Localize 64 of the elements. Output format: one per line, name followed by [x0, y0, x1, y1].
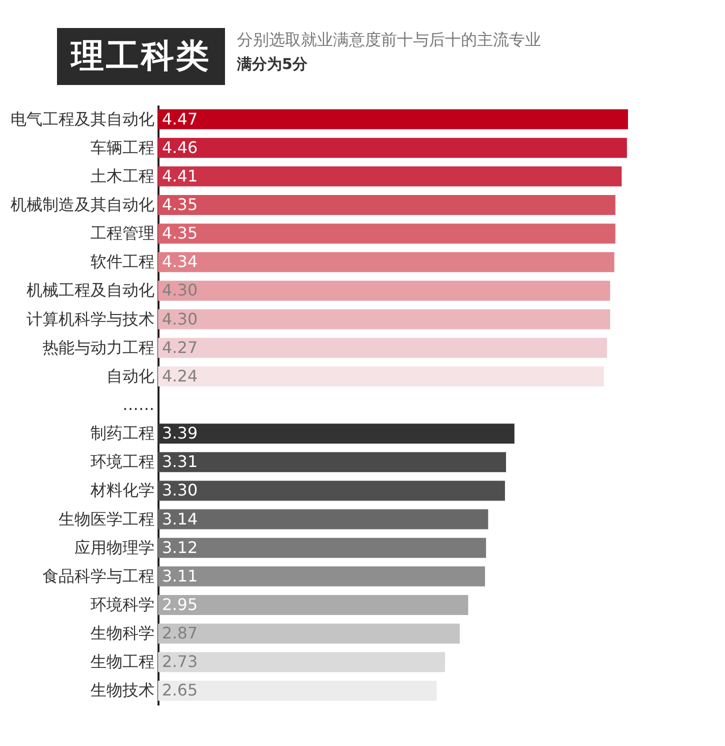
y-tick-label: 车辆工程: [90, 138, 154, 157]
data-label: 4.24: [162, 366, 198, 386]
data-label: 2.65: [162, 680, 198, 700]
data-label: 3.11: [162, 566, 198, 586]
bar: [158, 138, 627, 158]
y-tick-label: 工程管理: [90, 224, 154, 243]
y-tick-label: 生物工程: [90, 652, 154, 672]
data-label: 3.12: [162, 538, 198, 557]
y-tick-label: 环境工程: [90, 452, 154, 472]
y-tick-label: 电气工程及其自动化: [10, 109, 154, 128]
bar: [158, 538, 486, 558]
data-label: 4.35: [162, 224, 198, 243]
y-tick-label: 材料化学: [90, 480, 154, 500]
chart-subtitle: 分别选取就业满意度前十与后十的主流专业: [237, 29, 541, 51]
data-label: 4.47: [162, 109, 198, 128]
y-tick-label: 机械工程及自动化: [26, 280, 154, 300]
bar: [158, 480, 505, 501]
data-label: 3.31: [162, 452, 198, 472]
bar: [158, 509, 488, 530]
y-tick-label: 生物科学: [90, 624, 154, 643]
bar: [158, 109, 628, 130]
bar: [158, 224, 616, 244]
y-tick-label: 生物医学工程: [58, 509, 154, 528]
data-label: 4.30: [162, 280, 198, 300]
y-tick-label: 生物技术: [90, 680, 154, 700]
y-tick-label: 自动化: [106, 366, 154, 386]
data-label: 2.87: [162, 624, 198, 643]
bar: [158, 280, 610, 301]
y-tick-label: 制药工程: [90, 424, 154, 443]
data-label: 4.46: [162, 138, 198, 157]
bar: [158, 566, 485, 586]
data-label: 3.14: [162, 509, 198, 528]
y-tick-label: 软件工程: [90, 252, 154, 272]
data-label: 4.35: [162, 195, 198, 214]
y-tick-label: 应用物理学: [74, 538, 154, 557]
bar: [158, 252, 614, 272]
bar: [158, 309, 610, 330]
data-label: 3.39: [162, 424, 198, 443]
y-tick-label: 计算机科学与技术: [26, 309, 154, 328]
bar: [158, 424, 514, 444]
bar: [158, 452, 506, 472]
y-tick-label: 食品科学与工程: [42, 566, 154, 586]
y-tick-label: 土木工程: [90, 166, 154, 186]
data-label: 2.73: [162, 652, 198, 672]
y-tick-label: 热能与动力工程: [42, 338, 154, 357]
data-label: 4.27: [162, 338, 198, 357]
data-label: 2.95: [162, 595, 198, 614]
chart-title: 理工科类: [57, 28, 225, 85]
data-label: 4.41: [162, 166, 198, 186]
y-tick-label: 机械制造及其自动化: [10, 195, 154, 214]
y-tick-label: ……: [122, 395, 154, 414]
bar: [158, 166, 622, 186]
bar: [158, 680, 437, 701]
data-label: 4.30: [162, 309, 198, 328]
bar: [158, 652, 446, 672]
bar: [158, 195, 616, 215]
text: 满分为5分: [237, 54, 308, 75]
bar: [158, 338, 607, 358]
bar: [158, 595, 468, 615]
y-tick-label: 环境科学: [90, 595, 154, 614]
bar: [158, 624, 460, 644]
data-label: 3.30: [162, 480, 198, 500]
data-label: 4.34: [162, 252, 198, 272]
bar: [158, 366, 604, 386]
